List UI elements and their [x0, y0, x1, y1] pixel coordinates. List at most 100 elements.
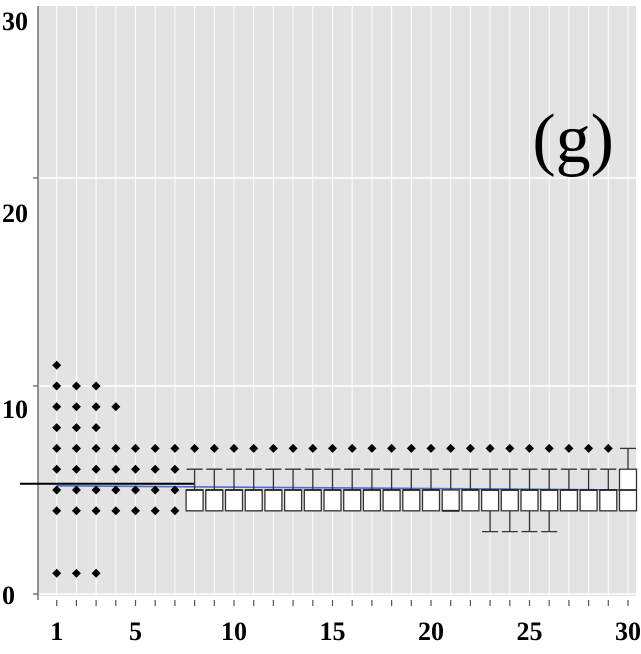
data-point	[308, 443, 318, 453]
data-point	[52, 568, 62, 578]
data-point	[150, 443, 160, 453]
data-point	[328, 443, 337, 453]
data-point	[71, 443, 81, 453]
box	[559, 489, 579, 512]
data-point	[446, 443, 456, 453]
box	[480, 489, 500, 512]
data-point	[71, 506, 81, 516]
box	[540, 489, 559, 512]
data-point	[131, 443, 140, 453]
box-plot-item	[224, 468, 244, 512]
box-plot-item	[520, 468, 539, 533]
data-point	[111, 464, 121, 474]
box-plot-item	[500, 468, 519, 533]
x-tick-label: 30	[615, 617, 641, 646]
data-point	[347, 443, 357, 453]
box-plot-item	[559, 468, 579, 512]
box	[500, 489, 519, 512]
data-point	[111, 402, 121, 412]
data-point	[71, 381, 81, 391]
data-point	[465, 443, 475, 453]
box	[343, 489, 362, 512]
axes	[33, 6, 629, 606]
data-point	[387, 443, 397, 453]
x-tick-label: 20	[418, 617, 444, 646]
data-point	[131, 485, 140, 495]
box	[520, 489, 539, 512]
box-plot-item	[599, 468, 618, 512]
data-point	[91, 443, 101, 453]
data-point	[111, 443, 121, 453]
data-point	[52, 402, 62, 412]
box	[185, 489, 204, 512]
data-point	[52, 464, 62, 474]
data-point	[525, 443, 534, 453]
data-point	[91, 423, 101, 433]
box	[283, 489, 303, 512]
data-point	[91, 485, 101, 495]
box	[382, 489, 401, 512]
data-point	[544, 443, 554, 453]
box-plot-item	[205, 468, 224, 512]
box	[461, 489, 480, 512]
box	[362, 489, 382, 512]
x-tick-label: 1	[50, 617, 63, 646]
panel-label: (g)	[532, 101, 614, 178]
box-plot-item	[283, 468, 303, 512]
data-point	[111, 485, 121, 495]
y-tick-label: 0	[2, 581, 15, 610]
data-point	[52, 381, 62, 391]
box	[224, 489, 244, 512]
data-point	[170, 443, 180, 453]
data-point	[71, 464, 81, 474]
box-series	[185, 447, 638, 533]
box-plot-item	[579, 468, 598, 512]
box-plot-item	[402, 468, 421, 512]
data-point	[209, 443, 219, 453]
box	[421, 489, 441, 512]
box-plot-item	[323, 468, 342, 512]
box-plot-item	[264, 468, 283, 512]
box-plot-item	[461, 468, 480, 512]
data-point	[249, 443, 259, 453]
data-point	[584, 443, 594, 453]
data-point	[170, 485, 180, 495]
y-tick-label: 30	[2, 7, 28, 36]
box-plot-item	[480, 468, 500, 533]
box	[323, 489, 342, 512]
x-tick-label: 15	[320, 617, 346, 646]
data-point	[406, 443, 416, 453]
x-tick-label: 25	[517, 617, 543, 646]
box-plot-item	[421, 468, 441, 512]
data-point	[288, 443, 298, 453]
data-point	[91, 568, 101, 578]
y-tick-label: 10	[2, 395, 28, 424]
data-point	[52, 360, 62, 370]
data-point	[170, 506, 180, 516]
x-tick-label: 10	[221, 617, 247, 646]
data-point	[71, 423, 81, 433]
y-tick-label: 20	[2, 199, 28, 228]
x-tick-label: 5	[129, 617, 142, 646]
data-point	[91, 506, 101, 516]
data-point	[505, 443, 515, 453]
box-plot-item	[540, 468, 559, 533]
data-point	[71, 485, 81, 495]
data-point	[170, 464, 180, 474]
data-point	[426, 443, 436, 453]
data-point	[150, 506, 160, 516]
data-point	[603, 443, 613, 453]
box-plot-item	[343, 468, 362, 512]
data-point	[111, 506, 121, 516]
box-plot-item	[244, 468, 263, 512]
box	[599, 489, 618, 512]
data-point	[190, 443, 200, 453]
point-series	[52, 360, 613, 578]
box	[244, 489, 263, 512]
box	[441, 489, 460, 512]
data-point	[52, 443, 62, 453]
data-point	[71, 402, 81, 412]
data-point	[91, 464, 101, 474]
box-plot-item	[185, 468, 204, 512]
